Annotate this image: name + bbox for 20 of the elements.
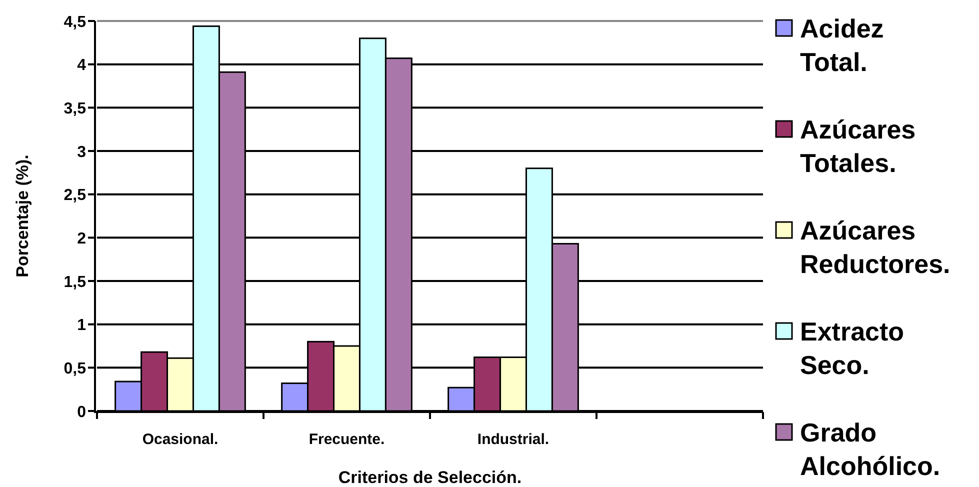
legend-label: Grado Alcohólico.	[800, 417, 940, 482]
y-tick-label: 2,5	[64, 187, 86, 204]
y-axis-title: Porcentaje (%).	[13, 154, 32, 278]
x-tick-label: Ocasional.	[142, 431, 218, 448]
y-tick-label: 0	[77, 404, 86, 421]
legend-label: Extracto Seco.	[800, 316, 904, 380]
y-tick-label: 3	[77, 144, 86, 161]
y-tick-label: 1,5	[64, 274, 86, 291]
y-tick-label: 4	[77, 57, 86, 74]
legend-label: Azúcares Reductores.	[800, 215, 950, 280]
x-tick-label: Frecuente.	[308, 431, 385, 448]
y-tick-label: 0,5	[64, 360, 86, 378]
y-tick-label: 4,5	[64, 14, 86, 31]
x-tick-label: Industrial.	[477, 431, 550, 448]
x-axis-title: Criterios de Selección.	[338, 468, 522, 487]
y-tick-label: 1	[77, 317, 86, 334]
legend-label: Azúcares Totales.	[800, 114, 916, 178]
legend-label: Acidez Total.	[800, 13, 884, 78]
y-tick-label: 2	[77, 230, 86, 248]
y-tick-label: 3,5	[64, 100, 86, 118]
